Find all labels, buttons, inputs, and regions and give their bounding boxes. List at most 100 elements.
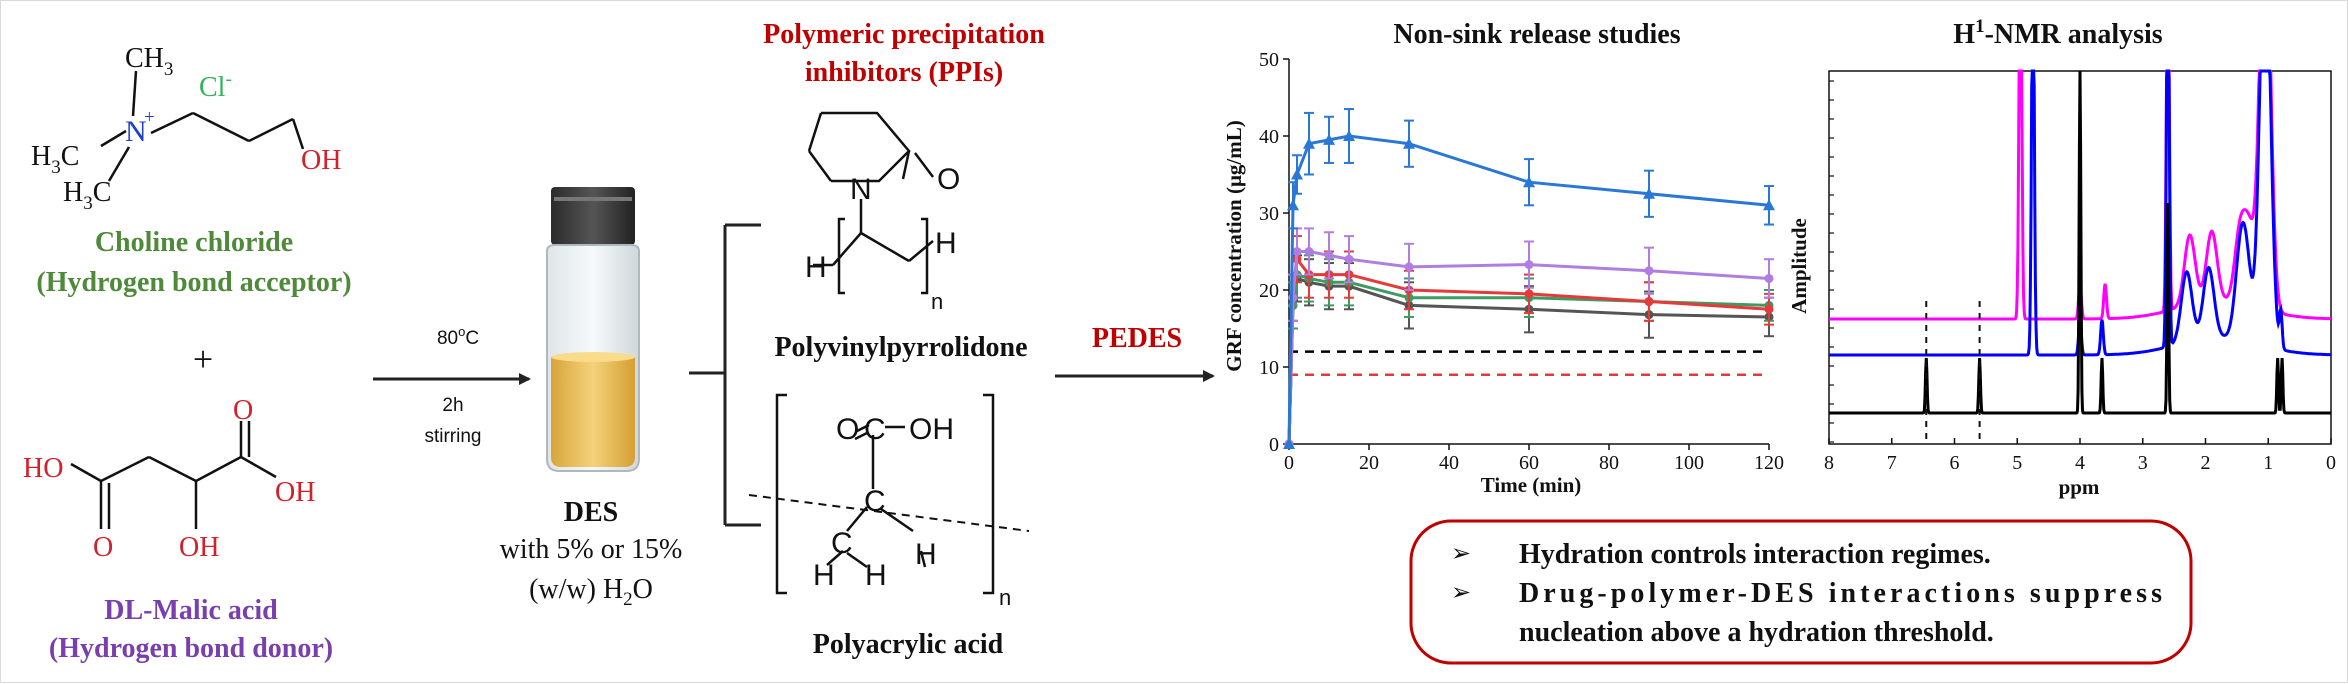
data-point [1323,133,1335,145]
bond [291,118,305,150]
nmr-y-axis-label: Amplitude [1787,218,1811,314]
bond [248,117,294,143]
paa-h2-label: H [865,559,887,592]
malic-o2-label: O [233,395,253,426]
bond [846,506,868,532]
malic-oh-bottom-label: OH [179,532,219,563]
conclusion-item-1: Hydration controls interaction regimes. [1519,539,1991,570]
bond [807,150,833,182]
temperature-label: 80oC [437,324,479,349]
bond [880,507,914,533]
data-point [1644,266,1654,276]
conclusions-box [1409,519,2193,665]
choline-structure: CH3 N + H3C H3C OH Cl- [31,43,341,214]
x-tick-label: 2 [2201,452,2211,474]
paa-oh-label: OH [909,413,954,446]
paa-h1-label: H [813,559,835,592]
x-tick-label: 7 [1887,452,1897,474]
choline-name: Choline chloride [95,227,293,258]
pvp-structure: O N H H n [805,111,960,314]
bond [832,232,862,266]
data-point [1524,260,1534,270]
repeat-bracket-right [983,393,995,595]
conclusion-item-2-line1: Drug-polymer-DES interactions suppress [1519,578,2162,609]
stirring-label: stirring [424,426,481,447]
pvp-h-left: H [805,251,827,284]
paa-alpha-c: C [864,485,886,518]
vial-cap [551,187,635,245]
h3c-left-label: H3C [31,141,79,178]
nitrogen-label: N [125,115,147,148]
bond [901,150,911,180]
x-tick-label: 100 [1674,452,1704,474]
data-point [1287,199,1299,211]
nmr-spectrum [1829,70,2331,415]
bond [807,112,823,152]
y-tick-label: 10 [1259,357,1279,379]
bond [107,146,131,182]
bullet-1: ➢ [1451,540,1471,567]
choline-role: (Hydrogen bond acceptor) [36,267,351,298]
bond [100,455,150,483]
data-point [1644,297,1654,307]
x-tick-label: 0 [1284,452,1294,474]
vial-cap-ridge [554,197,632,201]
data-point [1343,130,1355,141]
time-label: 2h [442,395,463,416]
release-chart-title: Non-sink release studies [1393,19,1680,50]
paa-h3-label: H [915,538,937,571]
nmr-chart: 8 7 6 5 4 3 2 1 0 [1824,69,2336,474]
repeat-bracket-left [775,393,787,595]
bond [914,152,934,178]
des-vial [546,187,640,472]
malic-ho-label: HO [23,453,63,484]
x-tick-label: 20 [1359,452,1379,474]
bond [131,70,138,117]
x-tick-label: 5 [2012,452,2022,474]
bond [240,455,277,479]
nitrogen-charge: + [144,107,155,128]
data-point [1344,254,1354,264]
conclusion-item-2-line2: nucleation above a hydration threshold. [1519,617,1994,648]
plus-sign: + [193,339,213,379]
bond [919,550,927,568]
chloride-label: Cl- [199,69,232,103]
y-tick-label: 0 [1269,434,1279,456]
x-tick-label: 0 [2326,452,2336,474]
ch3-top-label: CH3 [125,43,173,80]
y-tick-label: 50 [1259,49,1279,71]
bullet-2: ➢ [1451,579,1471,606]
bond [195,455,242,483]
paa-name: Polyacrylic acid [813,629,1004,660]
bond [854,431,868,441]
pvp-nitrogen-label: N [850,173,872,206]
bond [148,455,197,483]
vial-liquid [551,357,635,467]
ppi-title-line1: Polymeric precipitation [763,19,1045,50]
data-point [1403,137,1415,149]
series-line [1287,134,1770,445]
paa-structure: O OH C C C H H H n [748,393,1030,610]
pvp-h-right: H [935,227,957,260]
nmr-x-axis-label: ppm [2059,475,2100,499]
pvp-name: Polyvinylpyrrolidone [774,332,1027,363]
paa-beta-c: C [831,527,853,560]
des-label: DES [564,497,618,528]
malic-role: (Hydrogen bond donor) [49,633,333,664]
paa-repeat-n: n [999,585,1011,610]
x-tick-label: 3 [2138,452,2148,474]
data-point [1324,250,1334,260]
malic-oh-right-label: OH [275,477,315,508]
pvp-repeat-n: n [931,289,943,314]
y-tick-label: 20 [1259,280,1279,302]
bond [70,462,102,483]
malic-o1-label: O [93,532,113,563]
des-water-unit: (w/w) H2O [529,574,653,610]
data-point [1303,137,1315,149]
bond [100,129,127,148]
data-point [1764,273,1774,283]
x-tick-label: 1 [2263,452,2273,474]
x-tick-label: 4 [2075,452,2085,474]
pyrrolidone-ring [821,111,911,183]
ppi-title-line2: inhibitors (PPIs) [805,57,1003,88]
